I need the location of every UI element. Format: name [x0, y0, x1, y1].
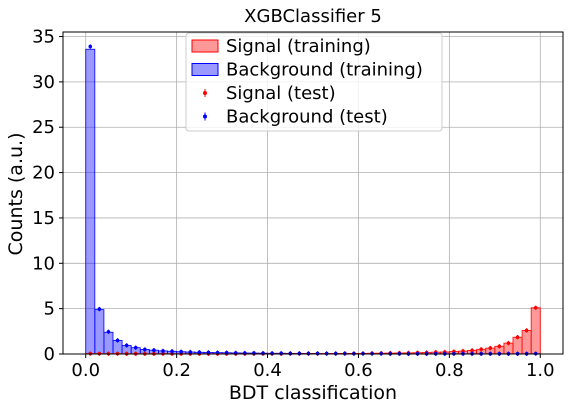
- legend: Signal (training) Background (training)Si…: [185, 32, 443, 132]
- chart-title: XGBClassifier 5: [244, 6, 382, 27]
- x-tick-label-3: 0.6: [344, 360, 373, 381]
- plot-frame: [62, 31, 564, 355]
- legend-swatch-0: [191, 39, 219, 53]
- background-training-bar-1: [94, 309, 105, 355]
- y-tick-label-7: 35: [32, 27, 55, 48]
- x-axis-ticks: 0.0 0.2 0.4 0.6 0.8 1.0: [71, 354, 555, 381]
- y-tick-label-0: 0: [44, 344, 55, 365]
- legend-label-1: Background (training): [226, 60, 423, 81]
- background-training-bar-0: [85, 48, 96, 355]
- signal-training-bar-49: [530, 307, 541, 355]
- y-tick-label-2: 10: [32, 253, 55, 274]
- x-tick-label-2: 0.4: [253, 360, 282, 381]
- x-tick-label-0: 0.0: [71, 360, 100, 381]
- legend-label-0: Signal (training): [226, 36, 371, 57]
- x-tick-label-1: 0.2: [162, 360, 191, 381]
- x-tick-label-4: 0.8: [435, 360, 464, 381]
- x-axis-label: BDT classification: [229, 382, 397, 404]
- legend-label-3: Background (test): [226, 107, 388, 128]
- y-axis-label: Counts (a.u.): [5, 133, 27, 256]
- legend-box: [185, 32, 443, 132]
- signal-training-bars: [85, 307, 541, 355]
- y-tick-label-4: 20: [32, 163, 55, 184]
- y-tick-label-1: 5: [44, 299, 55, 320]
- signal-training-bar-47: [512, 336, 523, 355]
- signal-training-bar-48: [521, 330, 532, 355]
- y-tick-label-6: 30: [32, 72, 55, 93]
- x-tick-label-5: 1.0: [526, 360, 555, 381]
- y-tick-label-5: 25: [32, 117, 55, 138]
- y-axis-ticks: 0 5 10 15 20 25 30 35: [32, 27, 63, 365]
- y-tick-label-3: 15: [32, 208, 55, 229]
- legend-swatch-1: [191, 63, 219, 76]
- legend-label-2: Signal (test): [226, 83, 336, 104]
- background-training-bar-2: [103, 331, 114, 355]
